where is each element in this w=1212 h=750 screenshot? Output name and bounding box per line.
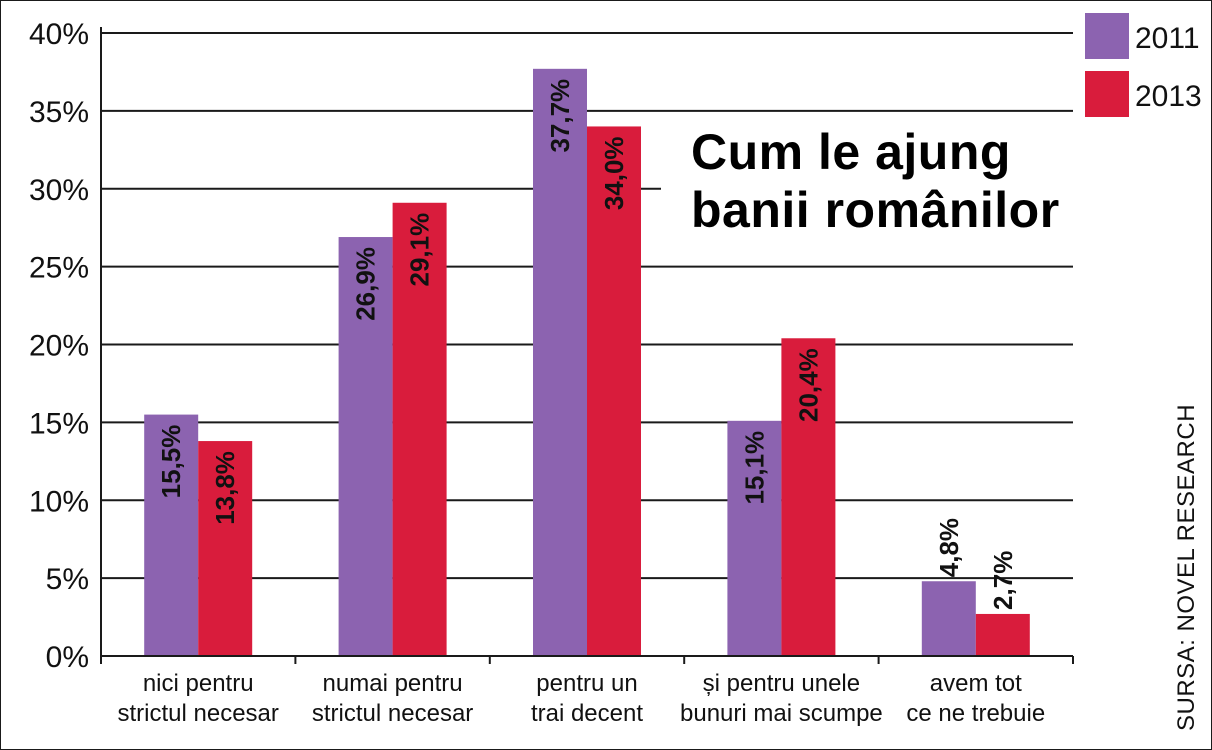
y-tick-label: 35% bbox=[29, 96, 89, 129]
x-category-label: ce ne trebuie bbox=[906, 700, 1045, 727]
data-label: 2,7% bbox=[988, 551, 1018, 610]
data-labels: 15,5% 13,8% 26,9% 29,1% 37,7% 34,0% 15,1% 20,4%… bbox=[156, 79, 1018, 610]
x-category-label: bunuri mai scumpe bbox=[680, 700, 883, 727]
data-label: 20,4% bbox=[793, 348, 823, 422]
bar-2013-4 bbox=[781, 338, 836, 656]
data-label: 15,1% bbox=[739, 431, 769, 505]
source-note: SURSA: NOVEL RESEARCH bbox=[1173, 404, 1200, 731]
bar-2011-3 bbox=[533, 68, 587, 656]
data-label: 26,9% bbox=[351, 247, 381, 321]
bars bbox=[144, 68, 1030, 656]
data-label: 4,8% bbox=[934, 518, 964, 577]
bar-2011-1 bbox=[144, 414, 199, 656]
bar-2011-5 bbox=[921, 581, 976, 656]
y-tick-label: 10% bbox=[29, 485, 89, 518]
y-tick-label: 40% bbox=[29, 18, 89, 51]
data-label: 13,8% bbox=[210, 451, 240, 525]
y-tick-label: 5% bbox=[46, 563, 89, 596]
x-category-label: pentru un bbox=[536, 670, 637, 697]
data-label: 37,7% bbox=[545, 79, 575, 153]
y-tick-label: 15% bbox=[29, 407, 89, 440]
bar-2011-4 bbox=[727, 420, 782, 656]
y-tick-label: 0% bbox=[46, 641, 89, 674]
legend-swatch-2013 bbox=[1085, 71, 1129, 117]
y-tick-label: 30% bbox=[29, 174, 89, 207]
x-category-label: numai pentru bbox=[323, 670, 463, 697]
x-category-label: avem tot bbox=[930, 670, 1022, 697]
bar-2013-5 bbox=[975, 613, 1030, 656]
legend-swatch-2011 bbox=[1085, 13, 1129, 59]
bar-2013-2 bbox=[392, 202, 447, 656]
legend: 2011 2013 bbox=[1085, 13, 1202, 117]
x-category-label: strictul necesar bbox=[118, 700, 279, 727]
x-category-label: trai decent bbox=[531, 700, 643, 727]
title-backing bbox=[661, 113, 1166, 241]
axes: 0% 5% 10% 15% 20% 25% 30% 35% 40% nici pentru stri… bbox=[29, 18, 1074, 727]
data-label: 34,0% bbox=[599, 136, 629, 210]
x-category-label: și pentru unele bbox=[703, 670, 860, 697]
data-label: 29,1% bbox=[405, 213, 435, 287]
legend-label: 2011 bbox=[1135, 22, 1200, 55]
x-category-label: nici pentru bbox=[143, 670, 254, 697]
x-category-label: strictul necesar bbox=[312, 700, 473, 727]
bar-2011-2 bbox=[338, 237, 393, 656]
bar-2013-1 bbox=[198, 441, 253, 656]
y-tick-label: 25% bbox=[29, 252, 89, 285]
source-label: SURSA: NOVEL RESEARCH bbox=[1173, 404, 1200, 731]
chart-title-line: Cum le ajung bbox=[691, 124, 1011, 180]
chart-title-line: banii românilor bbox=[691, 182, 1060, 238]
bar-2013-3 bbox=[587, 126, 641, 656]
data-label: 15,5% bbox=[156, 425, 186, 499]
y-tick-label: 20% bbox=[29, 330, 89, 363]
legend-label: 2013 bbox=[1135, 80, 1202, 113]
